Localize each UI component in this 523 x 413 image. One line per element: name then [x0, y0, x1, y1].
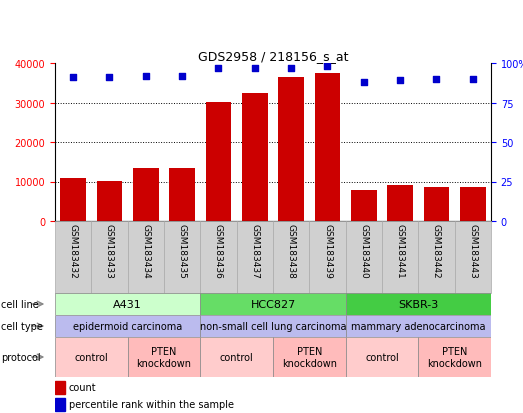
- Bar: [273, 221, 309, 293]
- Text: non-small cell lung carcinoma: non-small cell lung carcinoma: [200, 321, 346, 331]
- Bar: [454, 221, 491, 293]
- Bar: [237, 221, 273, 293]
- Text: GSM183438: GSM183438: [287, 223, 295, 278]
- Text: PTEN
knockdown: PTEN knockdown: [282, 347, 337, 368]
- Text: control: control: [74, 352, 108, 362]
- Bar: [309, 221, 346, 293]
- Bar: [460, 187, 485, 221]
- Bar: [346, 315, 491, 337]
- Bar: [388, 185, 413, 221]
- Bar: [206, 102, 231, 221]
- Text: count: count: [69, 382, 97, 392]
- Bar: [315, 74, 340, 221]
- Bar: [55, 398, 65, 411]
- Bar: [55, 381, 65, 394]
- Title: GDS2958 / 218156_s_at: GDS2958 / 218156_s_at: [198, 50, 348, 63]
- Point: [142, 73, 150, 80]
- Text: SKBR-3: SKBR-3: [398, 299, 438, 309]
- Text: GSM183434: GSM183434: [141, 223, 150, 278]
- Text: cell type: cell type: [1, 321, 43, 331]
- Point: [323, 64, 332, 70]
- Bar: [346, 337, 418, 377]
- Bar: [273, 337, 346, 377]
- Bar: [61, 179, 86, 221]
- Bar: [382, 221, 418, 293]
- Text: mammary adenocarcinoma: mammary adenocarcinoma: [351, 321, 485, 331]
- Text: GSM183436: GSM183436: [214, 223, 223, 278]
- Text: GSM183443: GSM183443: [468, 223, 477, 278]
- Text: control: control: [220, 352, 254, 362]
- Text: HCC827: HCC827: [251, 299, 295, 309]
- Bar: [346, 293, 491, 315]
- Text: GSM183433: GSM183433: [105, 223, 114, 278]
- Text: epidermoid carcinoma: epidermoid carcinoma: [73, 321, 183, 331]
- Bar: [97, 181, 122, 221]
- Bar: [278, 78, 304, 221]
- Bar: [133, 168, 158, 221]
- Bar: [200, 221, 237, 293]
- Text: GSM183437: GSM183437: [251, 223, 259, 278]
- Bar: [55, 337, 128, 377]
- Text: GSM183440: GSM183440: [359, 223, 368, 278]
- Text: PTEN
knockdown: PTEN knockdown: [137, 347, 191, 368]
- Bar: [200, 293, 346, 315]
- Point: [287, 65, 295, 72]
- Bar: [55, 315, 200, 337]
- Bar: [200, 337, 273, 377]
- Text: GSM183435: GSM183435: [178, 223, 187, 278]
- Text: control: control: [365, 352, 399, 362]
- Point: [469, 76, 477, 83]
- Text: GSM183439: GSM183439: [323, 223, 332, 278]
- Point: [251, 65, 259, 72]
- Bar: [351, 191, 377, 221]
- Text: cell line: cell line: [1, 299, 39, 309]
- Bar: [346, 221, 382, 293]
- Bar: [55, 221, 92, 293]
- Bar: [424, 187, 449, 221]
- Point: [396, 78, 404, 85]
- Bar: [128, 337, 200, 377]
- Point: [178, 73, 186, 80]
- Point: [360, 79, 368, 86]
- Text: GSM183441: GSM183441: [396, 223, 405, 278]
- Bar: [418, 221, 454, 293]
- Point: [433, 76, 441, 83]
- Text: A431: A431: [113, 299, 142, 309]
- Text: PTEN
knockdown: PTEN knockdown: [427, 347, 482, 368]
- Bar: [55, 293, 200, 315]
- Bar: [242, 93, 268, 221]
- Text: percentile rank within the sample: percentile rank within the sample: [69, 399, 234, 409]
- Bar: [92, 221, 128, 293]
- Text: GSM183442: GSM183442: [432, 223, 441, 278]
- Bar: [169, 168, 195, 221]
- Bar: [418, 337, 491, 377]
- Text: protocol: protocol: [1, 352, 41, 362]
- Point: [69, 75, 77, 81]
- Text: GSM183432: GSM183432: [69, 223, 78, 278]
- Bar: [128, 221, 164, 293]
- Bar: [164, 221, 200, 293]
- Point: [214, 65, 223, 72]
- Point: [105, 75, 113, 81]
- Bar: [200, 315, 346, 337]
